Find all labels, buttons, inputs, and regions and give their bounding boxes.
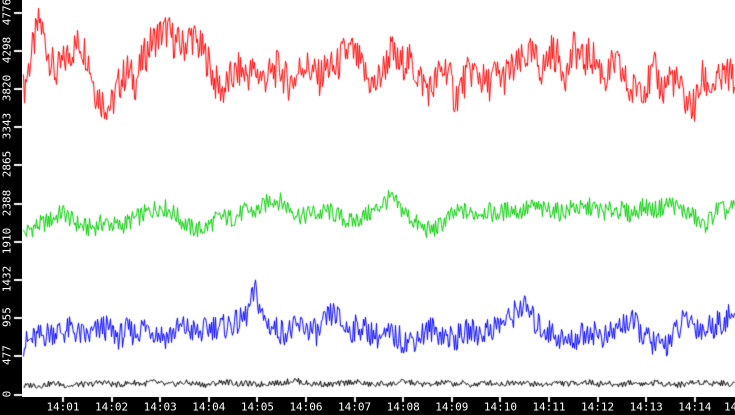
y-tick-label: 0 — [0, 390, 14, 397]
x-tick-label: 14:07 — [338, 400, 372, 414]
x-tick-label: 14:04 — [192, 400, 226, 414]
y-tick-label: 3343 — [0, 112, 14, 140]
x-tick-label: 14:02 — [95, 400, 129, 414]
x-tick-label: 14:12 — [581, 400, 615, 414]
x-tick-label: 14:08 — [386, 400, 420, 414]
y-tick-label: 1432 — [0, 265, 14, 293]
x-tick-label: 14:01 — [46, 400, 80, 414]
x-tick-label: 14:11 — [532, 400, 566, 414]
y-tick-label: 4776 — [0, 0, 14, 25]
x-tick-label: 14:09 — [435, 400, 469, 414]
y-tick-label: 3820 — [0, 74, 14, 102]
y-tick-label: 2865 — [0, 151, 14, 178]
y-tick-label: 1910 — [0, 227, 14, 254]
y-tick-label: 477 — [0, 345, 14, 366]
x-tick-label: 14:14 — [678, 400, 712, 414]
x-tick-label-clipped: 14 — [724, 400, 735, 414]
y-tick-label: 4298 — [0, 36, 14, 63]
x-tick-label: 14:10 — [483, 400, 517, 414]
y-tick-label: 955 — [0, 307, 14, 328]
x-tick-label: 14:03 — [143, 400, 177, 414]
x-tick-label: 14:06 — [289, 400, 323, 414]
x-tick-label: 14:05 — [240, 400, 274, 414]
y-tick-label: 2388 — [0, 189, 14, 216]
x-tick-label: 14:13 — [629, 400, 663, 414]
